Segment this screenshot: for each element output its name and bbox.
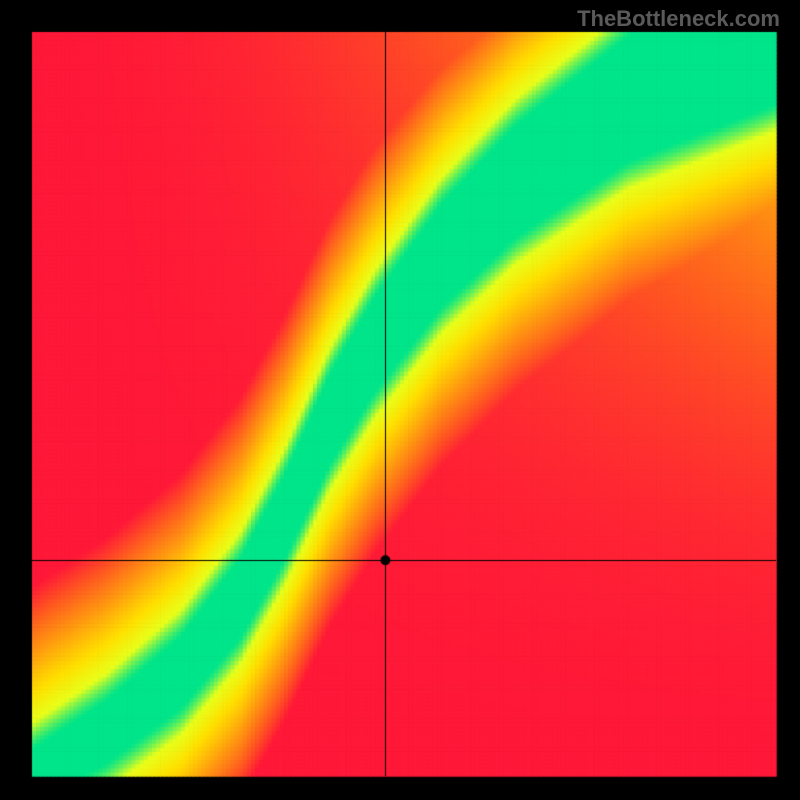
watermark-text: TheBottleneck.com (577, 6, 780, 32)
chart-container: TheBottleneck.com (0, 0, 800, 800)
bottleneck-heatmap-canvas (0, 0, 800, 800)
